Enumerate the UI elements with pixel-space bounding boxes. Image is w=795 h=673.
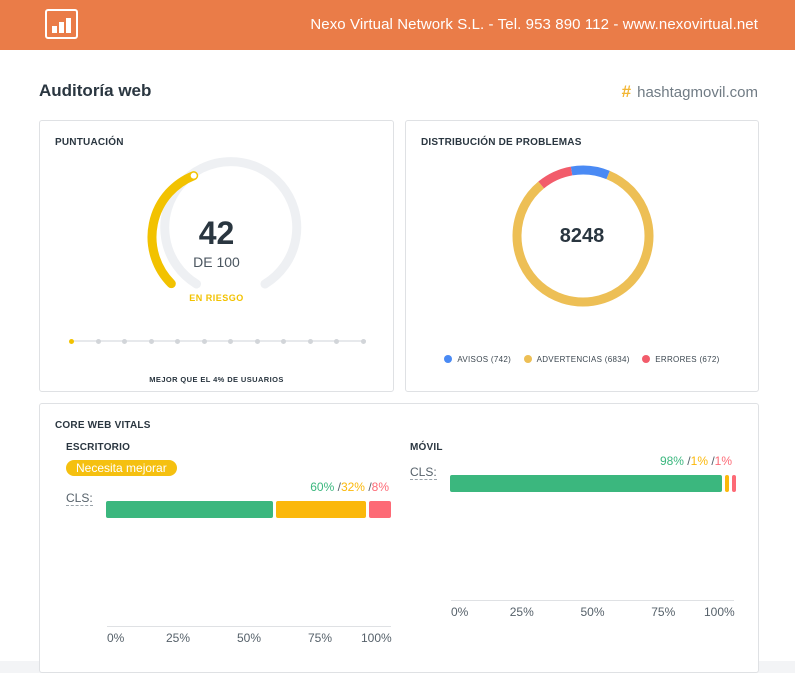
- rank-dot: [254, 338, 260, 344]
- score-card-title: PUNTUACIÓN: [55, 137, 124, 148]
- axis-tick-label: 50%: [580, 605, 605, 619]
- page-title: Auditoría web: [39, 81, 152, 100]
- axis-tick-label: 25%: [166, 631, 191, 645]
- bar-segment-poor[interactable]: [368, 501, 391, 518]
- rank-dot: [361, 338, 366, 344]
- desktop-title: ESCRITORIO: [66, 442, 131, 453]
- legend-label: AVISOS (742): [457, 355, 512, 364]
- rank-caption: MEJOR QUE EL 4% DE USUARIOS: [149, 375, 284, 384]
- issues-donut: [512, 165, 654, 307]
- pct-poor: 1%: [714, 454, 732, 468]
- score-status: EN RIESGO: [189, 293, 244, 303]
- axis-tick-label: 25%: [509, 605, 534, 619]
- mobile-title: MÓVIL: [410, 442, 443, 453]
- axis-tick-label: 0%: [107, 631, 125, 645]
- vitals-card-title: CORE WEB VITALS: [55, 420, 151, 431]
- gauge-track: [160, 157, 302, 289]
- rank-dot: [281, 338, 287, 344]
- vitals-card: CORE WEB VITALS ESCRITORIO Necesita mejo…: [39, 403, 759, 673]
- legend-dot: [444, 355, 453, 363]
- desktop-cls-label[interactable]: CLS:: [66, 491, 93, 506]
- top-bar: Nexo Virtual Network S.L. - Tel. 953 890…: [0, 0, 795, 50]
- donut-slice[interactable]: [512, 170, 654, 307]
- bar-segment-needs[interactable]: [725, 475, 730, 492]
- bar-segment-poor[interactable]: [732, 475, 737, 492]
- brand: # hashtagmovil.com: [622, 82, 758, 102]
- desktop-axis: [107, 626, 391, 627]
- pct-sep: /: [334, 480, 341, 494]
- bar-segment-good[interactable]: [450, 475, 723, 492]
- score-max: DE 100: [193, 254, 240, 270]
- score-value: 42: [198, 215, 235, 251]
- axis-tick-label: 75%: [651, 605, 676, 619]
- donut-slice[interactable]: [570, 165, 610, 180]
- pct-poor: 8%: [371, 480, 389, 494]
- rank-dot: [148, 338, 154, 344]
- donut-slice[interactable]: [538, 166, 573, 189]
- pct-sep: /: [364, 480, 372, 494]
- pct-good: 60%: [310, 480, 335, 494]
- issues-card: DISTRIBUCIÓN DE PROBLEMAS 8248 AVISOS (7…: [405, 120, 759, 392]
- legend-label: ADVERTENCIAS (6834): [536, 355, 630, 364]
- pct-sep: /: [683, 454, 691, 468]
- mobile-cls-label[interactable]: CLS:: [410, 465, 437, 480]
- mobile-percentages: 98% /1% /1%: [660, 454, 732, 468]
- mobile-axis: [451, 600, 734, 601]
- axis-tick-label: 0%: [451, 605, 469, 619]
- rank-dot: [175, 338, 181, 344]
- pct-sep: /: [707, 454, 715, 468]
- bar-segment-good[interactable]: [106, 501, 274, 518]
- rank-dot: [95, 338, 101, 344]
- desktop-status-badge: Necesita mejorar: [66, 460, 177, 476]
- pct-good: 98%: [659, 454, 684, 468]
- brand-domain: hashtagmovil.com: [637, 84, 758, 101]
- desktop-percentages: 60% /32% /8%: [310, 480, 389, 494]
- axis-tick-label: 100%: [361, 631, 392, 645]
- issues-legend: AVISOS (742) ADVERTENCIAS (6834) ERRORES…: [406, 355, 758, 364]
- rank-scale: [69, 338, 366, 344]
- score-card: PUNTUACIÓN 42 DE 100 EN RIESGO MEJOR QUE…: [39, 120, 394, 392]
- gauge-marker: [190, 172, 197, 179]
- legend-item-avisos[interactable]: AVISOS (742): [444, 355, 511, 364]
- legend-item-advertencias[interactable]: ADVERTENCIAS (6834): [523, 355, 630, 364]
- pct-needs: 32%: [340, 480, 365, 494]
- issues-card-title: DISTRIBUCIÓN DE PROBLEMAS: [421, 137, 582, 148]
- legend-label: ERRORES (672): [655, 355, 720, 364]
- pct-needs: 1%: [690, 454, 708, 468]
- issues-total: 8248: [559, 225, 605, 247]
- rank-dot: [69, 338, 74, 344]
- rank-dot: [334, 338, 340, 344]
- axis-tick-label: 50%: [237, 631, 262, 645]
- rank-dot: [307, 338, 313, 344]
- score-gauge: [147, 157, 302, 289]
- axis-tick-label: 100%: [704, 605, 735, 619]
- bar-segment-needs[interactable]: [276, 501, 366, 518]
- rank-dot: [122, 338, 128, 344]
- legend-item-errores[interactable]: ERRORES (672): [642, 355, 719, 364]
- hashtag-icon: #: [621, 82, 632, 101]
- gauge-fill: [147, 171, 199, 289]
- rank-dot: [201, 338, 207, 344]
- axis-tick-label: 75%: [308, 631, 333, 645]
- legend-dot: [523, 355, 532, 363]
- company-info: Nexo Virtual Network S.L. - Tel. 953 890…: [310, 16, 758, 33]
- bar-chart-icon: [45, 9, 78, 39]
- rank-dot: [228, 338, 234, 344]
- legend-dot: [642, 355, 651, 363]
